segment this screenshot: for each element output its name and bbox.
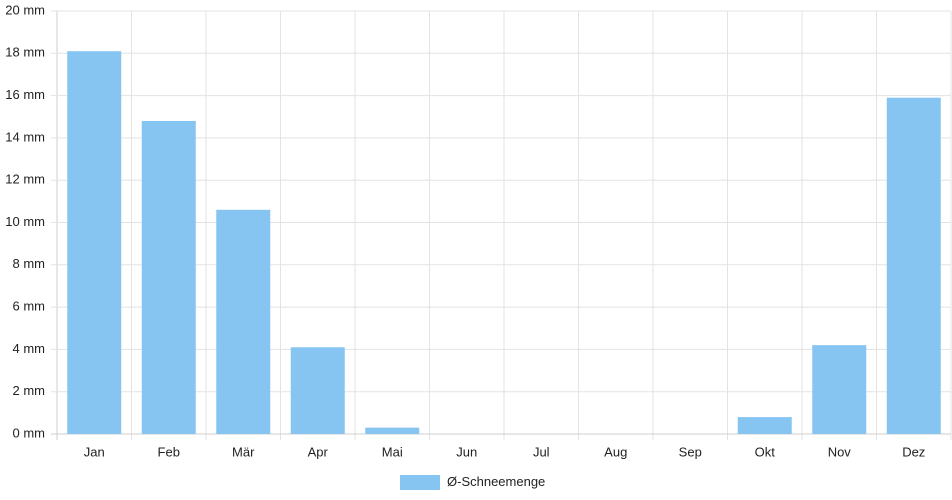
bar [216, 209, 271, 434]
x-tick-label: Jun [456, 444, 477, 459]
y-tick-label: 6 mm [13, 299, 46, 314]
bar [886, 97, 941, 434]
x-tick-label: Jan [84, 444, 105, 459]
y-tick-label: 20 mm [5, 2, 45, 17]
bar [365, 427, 420, 434]
y-tick-label: 18 mm [5, 45, 45, 60]
bar [141, 120, 196, 434]
y-tick-label: 16 mm [5, 87, 45, 102]
y-tick-label: 2 mm [13, 383, 46, 398]
x-tick-label: Mai [382, 444, 403, 459]
legend-label: Ø-Schneemenge [447, 474, 545, 489]
x-tick-label: Nov [828, 444, 852, 459]
x-tick-label: Apr [308, 444, 329, 459]
bar [737, 417, 792, 434]
y-tick-label: 4 mm [13, 341, 46, 356]
x-tick-label: Mär [232, 444, 255, 459]
y-tick-label: 8 mm [13, 256, 46, 271]
bar [67, 51, 122, 435]
y-tick-label: 0 mm [13, 425, 46, 440]
x-tick-label: Okt [755, 444, 776, 459]
legend-swatch [400, 475, 440, 490]
bar [290, 347, 345, 434]
x-tick-label: Feb [158, 444, 180, 459]
x-tick-label: Aug [604, 444, 627, 459]
x-tick-label: Dez [902, 444, 925, 459]
y-tick-label: 14 mm [5, 129, 45, 144]
x-tick-label: Sep [679, 444, 702, 459]
x-tick-label: Jul [533, 444, 550, 459]
y-tick-label: 10 mm [5, 214, 45, 229]
y-tick-label: 12 mm [5, 172, 45, 187]
bar [812, 345, 867, 434]
